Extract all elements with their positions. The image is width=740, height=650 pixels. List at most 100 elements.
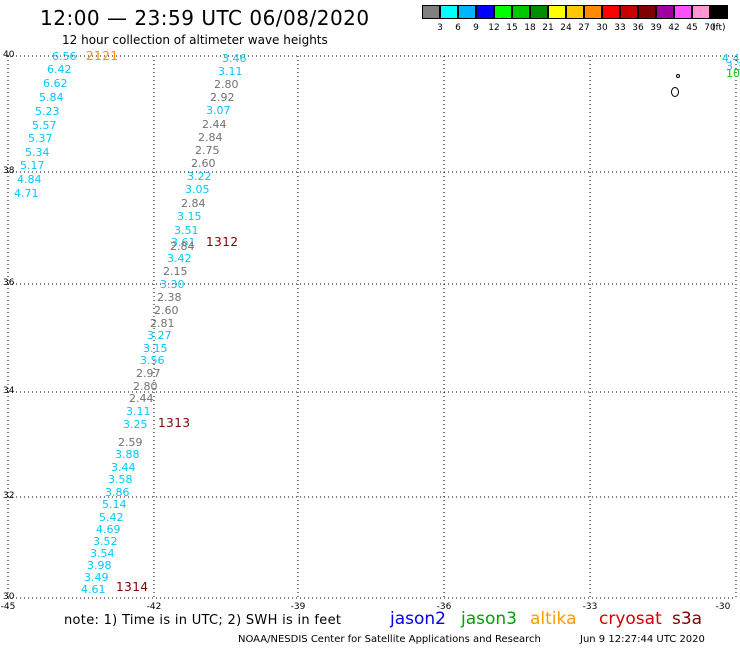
legend-label: 70 [704, 23, 716, 33]
legend-label: 30 [596, 23, 608, 33]
legend-label: 33 [614, 23, 626, 33]
wave-height-value: 3.42 [167, 252, 192, 265]
legend-label: 42 [668, 23, 680, 33]
wave-height-value: 3.07 [206, 104, 231, 117]
wave-height-value: 3.51 [174, 224, 199, 237]
wave-height-value: 2.60 [154, 304, 179, 317]
legend-swatch [602, 5, 620, 19]
wave-height-value: 2.84 [181, 197, 206, 210]
wave-height-value: 4.61 [81, 583, 106, 596]
legend-swatch [440, 5, 458, 19]
legend-swatch [530, 5, 548, 19]
satellite-name-jason2: jason2 [390, 609, 446, 629]
longitude-tick: -30 [715, 602, 731, 612]
longitude-tick: -33 [582, 602, 598, 612]
wave-height-value: 2.84 [170, 240, 195, 253]
latitude-tick: 30 [3, 592, 15, 602]
wave-height-value: 2.84 [198, 131, 223, 144]
wave-height-value: 3.61 [171, 236, 196, 249]
island-feature [671, 74, 680, 97]
page-subtitle: 12 hour collection of altimeter wave hei… [62, 33, 328, 47]
legend-label: 39 [650, 23, 662, 33]
wave-height-value: 2.80 [133, 380, 158, 393]
wave-height-value: 2.80 [214, 78, 239, 91]
pass-time-label: 1312 [206, 235, 239, 249]
wave-height-value: 4.4 [722, 52, 740, 65]
page-title: 12:00 — 23:59 UTC 06/08/2020 [40, 6, 370, 30]
islet-outline [676, 74, 680, 78]
longitude-tick: -39 [290, 602, 306, 612]
legend-label: 9 [473, 23, 479, 33]
wave-height-value: 4.69 [96, 523, 121, 536]
wave-height-value: 2.15 [163, 265, 188, 278]
wave-height-value: 5.37 [28, 132, 53, 145]
longitude-tick: -36 [436, 602, 452, 612]
wave-height-value: 3.30 [160, 278, 185, 291]
pass-time-label: 2121 [86, 49, 119, 63]
wave-height-value: 2.38 [157, 291, 182, 304]
wave-height-value: 6.62 [43, 77, 68, 90]
wave-height-value: 4.71 [14, 187, 39, 200]
latitude-tick: 36 [3, 278, 15, 288]
generated-timestamp: Jun 9 12:27:44 UTC 2020 [580, 634, 705, 645]
wave-height-value: 3.11 [218, 65, 243, 78]
wave-height-value: 5.42 [99, 511, 124, 524]
wave-height-value: 3.15 [143, 342, 168, 355]
wave-height-value: 3.22 [187, 170, 212, 183]
wave-height-value: 2.81 [150, 317, 175, 330]
wave-height-value: 2.92 [210, 91, 235, 104]
satellite-name-jason3: jason3 [461, 609, 517, 629]
pass-time-label: 1313 [158, 416, 191, 430]
wave-height-value: 6.56 [52, 50, 77, 63]
wave-height-value: 5.34 [25, 146, 50, 159]
legend-label: 45 [686, 23, 698, 33]
wave-height-value: 3.54 [90, 547, 115, 560]
footer-note: note: 1) Time is in UTC; 2) SWH is in fe… [64, 613, 342, 628]
wave-height-value: 5.57 [32, 119, 57, 132]
wave-height-value: 5.17 [20, 159, 45, 172]
legend-swatch [476, 5, 494, 19]
wave-height-value: 3.15 [177, 210, 202, 223]
wave-height-value: 3.3 [726, 60, 740, 73]
legend-swatch [548, 5, 566, 19]
legend-label: 3 [437, 23, 443, 33]
legend-swatch [674, 5, 692, 19]
legend-swatch [512, 5, 530, 19]
legend-label: 24 [560, 23, 572, 33]
wave-height-value: 3.49 [84, 571, 109, 584]
credit-text: NOAA/NESDIS Center for Satellite Applica… [238, 634, 541, 645]
longitude-tick: -45 [0, 602, 16, 612]
wave-height-value: 2.97 [136, 367, 161, 380]
longitude-tick: -42 [146, 602, 162, 612]
pass-time-label: 1314 [116, 580, 149, 594]
legend-swatch [620, 5, 638, 19]
legend-swatch [422, 5, 440, 19]
wave-height-value: 2.59 [118, 436, 143, 449]
wave-height-value: 3.58 [108, 473, 133, 486]
legend-swatch [638, 5, 656, 19]
legend-unit: (ft) [712, 23, 726, 33]
island-outline [671, 87, 679, 97]
wave-height-value: 3.11 [126, 405, 151, 418]
wave-height-value: 3.88 [115, 448, 140, 461]
latitude-tick: 32 [3, 491, 15, 501]
map-graticule [7, 55, 737, 599]
legend-swatch [584, 5, 602, 19]
legend-swatch [710, 5, 728, 19]
wave-height-value: 2.44 [129, 392, 154, 405]
wave-height-value: 3.46 [222, 52, 247, 65]
wave-height-value: 5.23 [35, 105, 60, 118]
wave-height-value: 3.52 [93, 535, 118, 548]
legend-label: 15 [506, 23, 518, 33]
satellite-name-altika: altika [530, 609, 577, 629]
legend-swatch [692, 5, 710, 19]
satellite-name-cryosat: cryosat [599, 609, 662, 629]
wave-height-value: 10 [726, 67, 740, 80]
legend-swatch [566, 5, 584, 19]
legend-label: 36 [632, 23, 644, 33]
wave-height-value: 3.25 [123, 418, 148, 431]
wave-height-value: 3.86 [105, 486, 130, 499]
latitude-tick: 40 [3, 50, 15, 60]
legend-label: 18 [524, 23, 536, 33]
